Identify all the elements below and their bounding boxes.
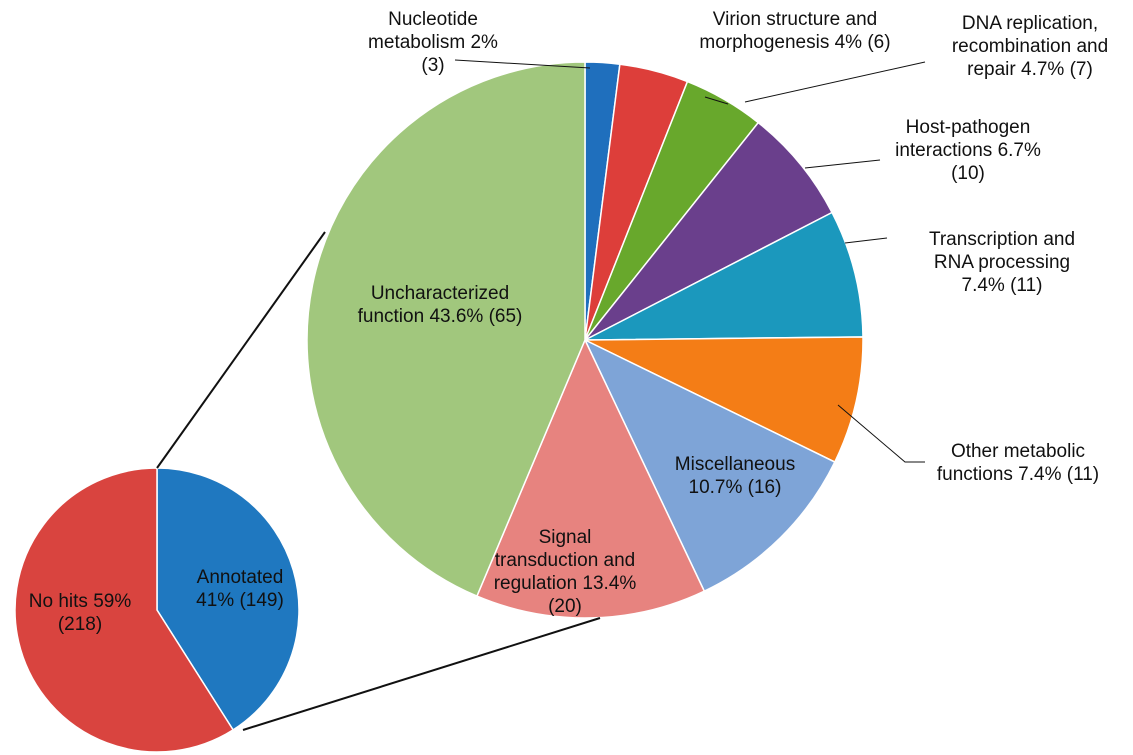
pie-slice	[584, 121, 834, 341]
slice-label: Transcription and RNA processing 7.4% (1…	[912, 228, 1092, 297]
pie-slice	[156, 467, 300, 731]
category-label: Other metabolic functions	[936, 441, 1086, 485]
pie-slice	[475, 338, 706, 619]
leader-line	[837, 404, 925, 463]
category-label: Uncharacterized function	[357, 283, 510, 327]
slice-label: No hits 59% (218)	[25, 590, 135, 636]
value-label: 6.7% (10)	[951, 140, 1041, 184]
leader-line	[454, 59, 591, 69]
value-label: 4.7% (7)	[1021, 59, 1093, 80]
value-label: 7.4% (11)	[1018, 464, 1100, 485]
value-label: 13.4% (20)	[548, 573, 637, 617]
slice-label: Annotated 41% (149)	[180, 566, 300, 612]
category-label: Miscellaneous	[674, 454, 796, 475]
value-label: 59% (218)	[57, 591, 132, 635]
value-label: 41% (149)	[196, 590, 284, 611]
pie-slice	[584, 211, 864, 341]
category-label: Nucleotide metabolism	[368, 9, 478, 53]
connector-line	[156, 231, 326, 469]
leader-line	[704, 96, 729, 105]
pie-slice	[584, 336, 864, 464]
value-label: 7.4% (11)	[961, 275, 1043, 296]
leader-line	[744, 61, 926, 103]
category-label: DNA replication, recombination and repai…	[951, 13, 1109, 80]
value-label: 2% (3)	[421, 32, 498, 76]
slice-label: DNA replication, recombination and repai…	[935, 12, 1125, 81]
category-label: Virion structure and morphogenesis	[699, 9, 878, 53]
slice-label: Host-pathogen interactions 6.7% (10)	[881, 116, 1056, 185]
slice-label: Signal transduction and regulation 13.4%…	[490, 526, 640, 618]
connector-line	[242, 617, 601, 731]
value-label: 4% (6)	[834, 32, 891, 53]
category-label: Signal transduction and regulation	[493, 527, 636, 594]
value-label: 43.6% (65)	[429, 306, 523, 327]
value-label: 10.7% (16)	[688, 477, 782, 498]
category-label: No hits	[28, 591, 88, 612]
slice-label: Other metabolic functions 7.4% (11)	[918, 440, 1118, 486]
pie-slice	[14, 467, 235, 753]
pie-slice	[306, 61, 586, 598]
slice-label: Virion structure and morphogenesis 4% (6…	[695, 8, 895, 54]
leader-line	[804, 159, 881, 169]
pie-slice	[583, 338, 836, 593]
category-label: Host-pathogen interactions	[895, 117, 1031, 161]
slice-label: Uncharacterized function 43.6% (65)	[335, 282, 545, 328]
slice-label: Nucleotide metabolism 2% (3)	[368, 8, 498, 77]
category-label: Annotated	[196, 567, 284, 588]
category-label: Transcription and RNA processing	[928, 229, 1076, 273]
slice-label: Miscellaneous 10.7% (16)	[655, 453, 815, 499]
leader-line	[844, 237, 888, 244]
